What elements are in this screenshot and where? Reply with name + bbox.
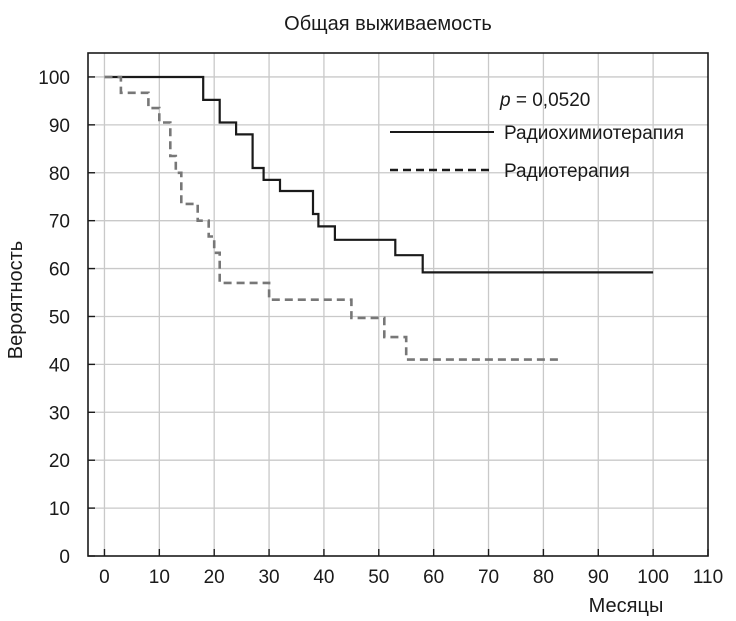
x-tick-label: 100 (637, 567, 669, 588)
chart-title: Общая выживаемость (284, 13, 492, 35)
y-tick-label: 10 (49, 499, 70, 520)
y-tick-label: 90 (49, 116, 70, 137)
legend-label-chemoradiotherapy: Радиохимиотерапия (504, 123, 684, 144)
p-symbol: p (499, 90, 511, 111)
p-value-annotation: p = 0,0520 (499, 90, 590, 111)
y-tick-label: 100 (38, 68, 70, 89)
series-line-chemoradiotherapy (104, 75, 654, 274)
legend-label-radiotherapy: Радиотерапия (504, 161, 630, 182)
x-tick-label: 0 (99, 567, 110, 588)
series-line-radiotherapy (104, 75, 560, 361)
x-tick-label: 90 (588, 567, 609, 588)
x-tick-label: 30 (258, 567, 279, 588)
x-tick-label: 50 (368, 567, 389, 588)
y-tick-label: 80 (49, 164, 70, 185)
p-value: = 0,0520 (511, 90, 591, 111)
y-tick-label: 70 (49, 212, 70, 233)
y-tick-label: 40 (49, 355, 70, 376)
x-tick-label: 60 (423, 567, 444, 588)
legend: p = 0,0520 Радиохимиотерапия Радиотерапи… (390, 90, 684, 182)
ticks: 0 10 20 30 40 50 60 70 80 90 100 110 0 10 20 30 40 50 60 70… (38, 68, 723, 588)
x-axis-label: Месяцы (589, 595, 664, 617)
series-layer (104, 75, 654, 361)
y-axis-label: Вероятность (5, 241, 27, 359)
grid (88, 53, 708, 556)
y-tick-label: 30 (49, 403, 70, 424)
plot-frame (87, 52, 709, 557)
x-tick-label: 80 (533, 567, 554, 588)
x-tick-label: 70 (478, 567, 499, 588)
y-tick-label: 60 (49, 260, 70, 281)
y-tick-label: 50 (49, 307, 70, 328)
x-tick-label: 10 (149, 567, 170, 588)
y-tick-label: 0 (59, 547, 70, 568)
y-tick-label: 20 (49, 451, 70, 472)
x-tick-label: 40 (313, 567, 334, 588)
x-tick-label: 110 (693, 567, 723, 588)
x-tick-label: 20 (204, 567, 225, 588)
